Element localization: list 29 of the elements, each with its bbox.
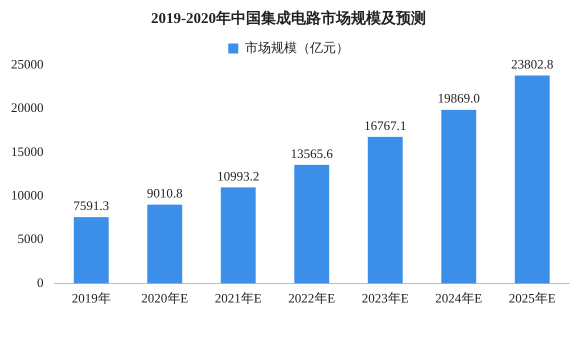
y-tick-label: 25000: [11, 56, 44, 72]
y-tick-label: 10000: [11, 187, 44, 202]
x-tick-label: 2019年: [72, 290, 111, 306]
x-tick-label: 2022年E: [288, 290, 336, 306]
x-tick-label: 2023年E: [362, 290, 409, 306]
text: 7591.3: [73, 198, 110, 214]
y-tick-label: 20000: [11, 100, 44, 116]
y-tick-label: 0: [37, 274, 44, 290]
text: 13565.6: [290, 146, 333, 161]
bar: [74, 217, 109, 284]
bar: [294, 164, 330, 284]
bar: [220, 187, 256, 284]
bar: [368, 136, 403, 284]
text: 19869.0: [438, 90, 480, 106]
text: 16767.1: [364, 118, 406, 133]
bar: [147, 204, 182, 284]
chart-title: 2019-2020年中国集成电路市场规模及预测: [151, 8, 426, 27]
legend-label: 市场规模（亿元）: [244, 40, 349, 55]
bar: [514, 75, 550, 284]
text: 9010.8: [146, 186, 183, 201]
x-tick-label: 2025年E: [508, 290, 556, 306]
y-tick-label: 5000: [18, 231, 44, 246]
x-tick-label: 2020年E: [141, 290, 188, 306]
y-tick-label: 15000: [11, 144, 44, 159]
text: 10993.2: [217, 168, 260, 184]
x-tick-label: 2021年E: [214, 290, 262, 306]
text: 23802.8: [511, 56, 554, 72]
bar: [441, 110, 476, 284]
x-tick-label: 2024年E: [435, 290, 482, 306]
